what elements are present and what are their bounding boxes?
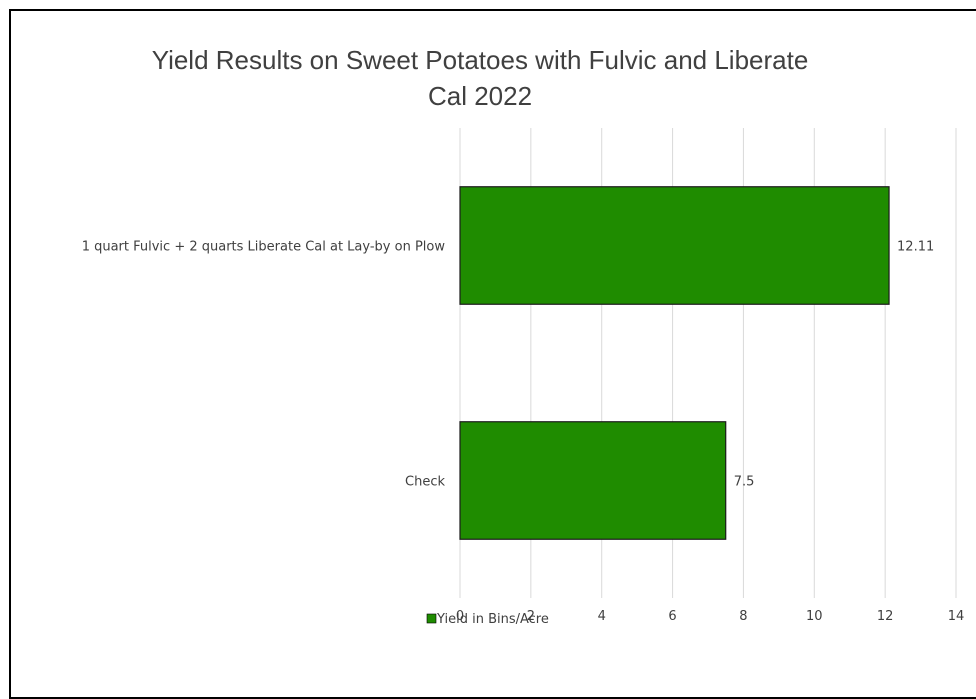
x-tick-labels: 0 2 4 6 8 10 12 14 — [456, 609, 964, 624]
chart-title: Yield Results on Sweet Potatoes with Ful… — [60, 42, 900, 114]
bar — [459, 186, 890, 305]
x-tick-label: 6 — [668, 609, 676, 624]
legend: Yield in Bins/Acre — [426, 612, 549, 627]
chart-title-line-1: Yield Results on Sweet Potatoes with Ful… — [151, 45, 809, 75]
data-labels: 12.11 7.5 — [734, 240, 935, 490]
legend-swatch — [426, 613, 437, 624]
legend-label: Yield in Bins/Acre — [436, 612, 549, 627]
x-tick-label: 10 — [806, 609, 823, 624]
bar — [459, 421, 727, 540]
data-label: 7.5 — [734, 475, 755, 490]
x-tick-label: 12 — [877, 609, 894, 624]
category-labels: 1 quart Fulvic + 2 quarts Liberate Cal a… — [82, 240, 446, 490]
chart-frame — [9, 9, 976, 699]
bars — [459, 186, 890, 540]
category-label: 1 quart Fulvic + 2 quarts Liberate Cal a… — [82, 240, 446, 255]
x-tick-label: 8 — [739, 609, 747, 624]
x-tick-label: 2 — [527, 609, 535, 624]
data-label: 12.11 — [897, 240, 934, 255]
chart-title-line-2: Cal 2022 — [427, 81, 533, 111]
x-tick-label: 14 — [948, 609, 965, 624]
category-label: Check — [405, 475, 445, 490]
x-tick-label: 4 — [598, 609, 606, 624]
x-tick-label: 0 — [456, 609, 464, 624]
